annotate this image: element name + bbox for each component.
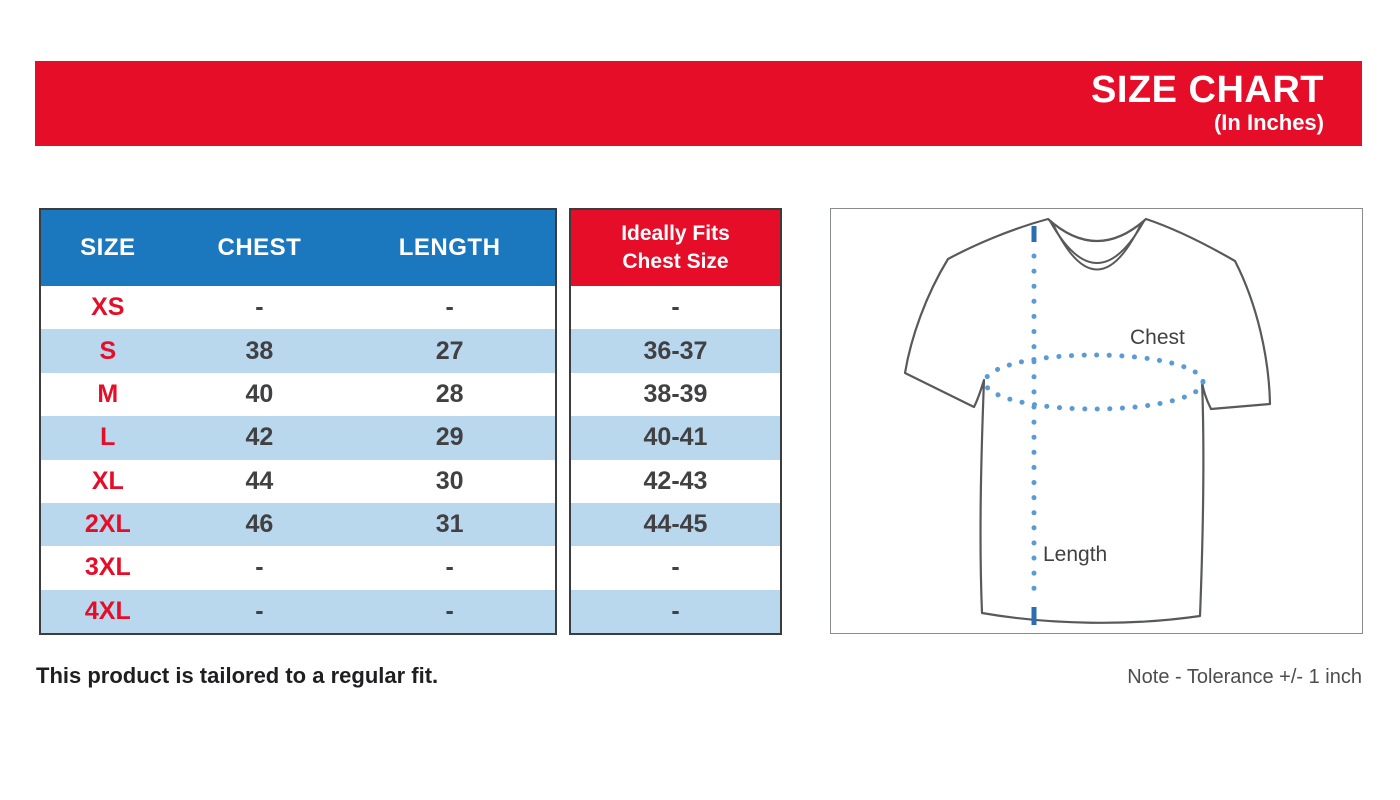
tolerance-note: Note - Tolerance +/- 1 inch <box>1127 666 1362 688</box>
chest-value: 44 <box>245 466 274 495</box>
ideally-fits-header-line1: Ideally Fits <box>621 221 730 245</box>
ideally-fits-header: Ideally Fits Chest Size <box>571 210 780 286</box>
size-value: XS <box>91 293 125 322</box>
table-row: 2XL 46 31 <box>41 502 555 547</box>
size-value: 4XL <box>84 596 131 625</box>
length-value: - <box>445 596 454 625</box>
page-title: SIZE CHART <box>1091 69 1324 112</box>
tshirt-diagram-box: Chest Length <box>830 208 1363 634</box>
fit-range-value: - <box>671 293 680 322</box>
table-row: - <box>571 546 780 590</box>
chest-value: 40 <box>245 379 274 408</box>
fit-range-value: 42-43 <box>643 466 708 495</box>
length-label: Length <box>1043 543 1108 566</box>
table-row: - <box>571 589 780 633</box>
header-banner: SIZE CHART (In Inches) <box>35 61 1362 146</box>
table-row: M 40 28 <box>41 372 555 417</box>
chest-measure-ellipse <box>982 352 1206 412</box>
table-row: 42-43 <box>571 459 780 503</box>
chest-value: - <box>255 553 264 582</box>
table-row: XS - - <box>41 286 555 330</box>
ideally-fits-header-line2: Chest Size <box>622 250 729 273</box>
ideally-fits-table: Ideally Fits Chest Size - 36-37 38-39 40… <box>569 208 782 635</box>
table-row: - <box>571 286 780 330</box>
table-row: 44-45 <box>571 502 780 547</box>
size-value: L <box>100 423 116 452</box>
fit-note: This product is tailored to a regular fi… <box>36 663 439 688</box>
table-row: S 38 27 <box>41 329 555 373</box>
fit-range-value: - <box>671 596 680 625</box>
fit-range-value: - <box>671 553 680 582</box>
size-table-header: SIZE CHEST LENGTH <box>41 210 555 286</box>
table-row: 3XL - - <box>41 546 555 590</box>
size-value: 3XL <box>84 553 131 582</box>
column-header-length: LENGTH <box>398 234 501 261</box>
length-value: 28 <box>435 379 464 408</box>
chest-value: 46 <box>245 510 274 539</box>
table-row: L 42 29 <box>41 416 555 460</box>
table-row: 38-39 <box>571 372 780 417</box>
length-value: 29 <box>435 423 464 452</box>
fit-range-value: 38-39 <box>643 379 708 408</box>
size-value: XL <box>91 466 124 495</box>
length-value: 31 <box>435 510 464 539</box>
length-value: 27 <box>435 336 464 365</box>
size-value: S <box>99 336 117 365</box>
column-header-size: SIZE <box>80 234 136 261</box>
size-value: 2XL <box>84 510 131 539</box>
chest-label: Chest <box>1130 326 1185 349</box>
page-subtitle: (In Inches) <box>1213 110 1324 136</box>
table-row: 36-37 <box>571 329 780 373</box>
fit-range-value: 40-41 <box>643 423 708 452</box>
fit-range-value: 44-45 <box>643 510 708 539</box>
chest-value: 38 <box>245 336 274 365</box>
fit-range-value: 36-37 <box>643 336 708 365</box>
size-value: M <box>97 379 119 408</box>
length-value: 30 <box>435 466 464 495</box>
size-table: SIZE CHEST LENGTH XS - - S 38 27 M 40 28… <box>39 208 557 635</box>
table-row: 4XL - - <box>41 589 555 633</box>
chest-value: 42 <box>245 423 274 452</box>
table-row: XL 44 30 <box>41 459 555 503</box>
chest-value: - <box>255 293 264 322</box>
length-value: - <box>445 293 454 322</box>
chest-value: - <box>255 596 264 625</box>
tshirt-outline-icon <box>903 217 1272 625</box>
column-header-chest: CHEST <box>217 234 302 261</box>
table-row: 40-41 <box>571 416 780 460</box>
length-value: - <box>445 553 454 582</box>
